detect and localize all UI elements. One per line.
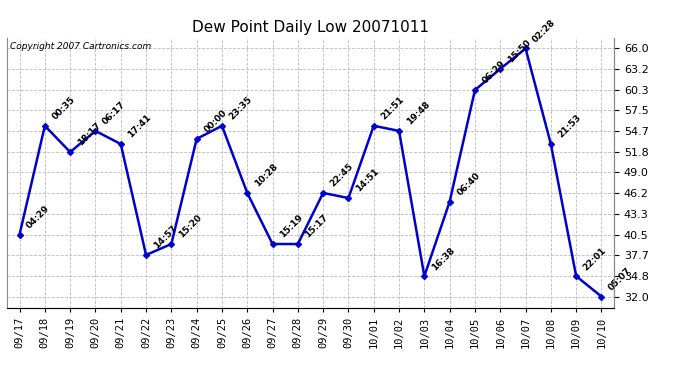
Text: 22:45: 22:45	[328, 162, 355, 189]
Text: 10:28: 10:28	[253, 162, 279, 189]
Text: 04:29: 04:29	[25, 204, 52, 230]
Text: 18:17: 18:17	[76, 121, 102, 148]
Text: 16:38: 16:38	[430, 245, 457, 272]
Text: 21:51: 21:51	[380, 95, 406, 122]
Text: 15:19: 15:19	[278, 213, 305, 240]
Text: 06:40: 06:40	[455, 171, 482, 198]
Text: 21:53: 21:53	[556, 113, 583, 140]
Text: 15:20: 15:20	[177, 213, 204, 240]
Text: 00:00: 00:00	[202, 108, 228, 135]
Text: Copyright 2007 Cartronics.com: Copyright 2007 Cartronics.com	[10, 42, 151, 51]
Text: 06:29: 06:29	[480, 59, 507, 86]
Text: 15:17: 15:17	[304, 213, 330, 240]
Text: 17:41: 17:41	[126, 113, 153, 140]
Text: 14:57: 14:57	[152, 224, 179, 251]
Title: Dew Point Daily Low 20071011: Dew Point Daily Low 20071011	[192, 20, 429, 35]
Text: 23:35: 23:35	[228, 95, 254, 122]
Text: 14:51: 14:51	[354, 167, 381, 194]
Text: 05:07: 05:07	[607, 266, 633, 292]
Text: 19:48: 19:48	[404, 100, 431, 127]
Text: 00:35: 00:35	[50, 95, 77, 122]
Text: 02:28: 02:28	[531, 18, 558, 44]
Text: 06:17: 06:17	[101, 100, 128, 127]
Text: 15:50: 15:50	[506, 38, 532, 65]
Text: 22:01: 22:01	[582, 246, 608, 272]
